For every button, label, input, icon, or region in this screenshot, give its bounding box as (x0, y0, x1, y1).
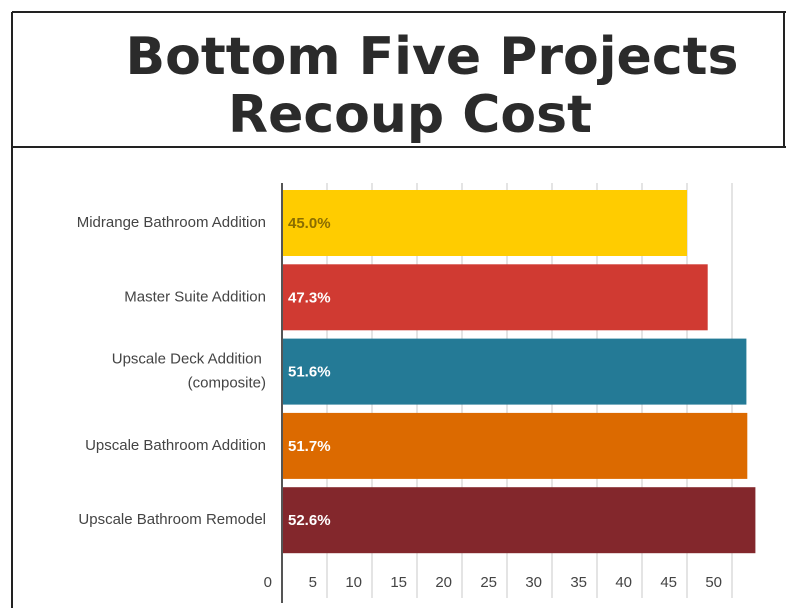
x-tick-label: 35 (570, 574, 587, 591)
x-tick-label: 40 (615, 574, 632, 591)
bar (282, 412, 748, 479)
bar (282, 338, 747, 405)
x-tick-label: 20 (435, 574, 452, 591)
chart-title: Bottom Five Projects (126, 27, 739, 87)
x-tick-label: 15 (390, 574, 407, 591)
bar (282, 487, 756, 554)
y-tick-label: Upscale Bathroom Addition (85, 437, 266, 454)
value-label: 51.6% (288, 364, 331, 381)
value-label: 47.3% (288, 289, 331, 306)
x-tick-label: 25 (480, 574, 497, 591)
value-label: 51.7% (288, 438, 331, 455)
y-tick-label: Upscale Deck Addition (composite) (112, 351, 266, 392)
bar (282, 264, 708, 331)
bar (282, 190, 687, 256)
x-tick-label: 10 (345, 574, 362, 591)
chart-title: Recoup Cost (228, 85, 592, 145)
x-tick-label: 45 (660, 574, 677, 591)
x-tick-label: 50 (705, 574, 722, 591)
x-tick-label: 0 (264, 574, 272, 591)
value-label: 45.0% (288, 215, 331, 232)
y-tick-label: Upscale Bathroom Remodel (78, 511, 266, 528)
y-tick-label: Master Suite Addition (124, 288, 266, 305)
y-tick-label: Midrange Bathroom Addition (77, 214, 266, 231)
x-tick-label: 30 (525, 574, 542, 591)
x-tick-label: 5 (309, 574, 317, 591)
value-label: 52.6% (288, 512, 331, 529)
